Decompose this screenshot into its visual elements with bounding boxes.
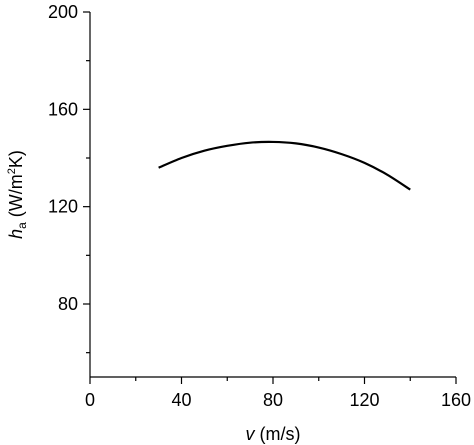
y-tick-label: 120 (48, 197, 78, 217)
axes (89, 12, 456, 378)
y-axis-label-symbol: h (6, 229, 26, 239)
y-tick-label: 200 (48, 2, 78, 22)
y-axis-label-unit-close: K) (6, 150, 26, 168)
x-tick-label: 160 (441, 390, 471, 410)
y-axis-label: ha (W/m2K) (6, 150, 29, 239)
y-tick-label: 80 (58, 294, 78, 314)
x-axis-label-unit: (m/s) (255, 424, 301, 444)
x-ticks: 0 40 80 120 160 (85, 377, 471, 410)
y-axis-label-subscript: a (15, 222, 29, 229)
x-axis-label: v (m/s) (246, 424, 301, 444)
y-axis-label-superscript: 2 (6, 168, 18, 174)
series-line (158, 140, 411, 191)
y-ticks: 80 120 160 200 (48, 2, 90, 354)
x-tick-label: 120 (349, 390, 379, 410)
x-tick-label: 40 (171, 390, 191, 410)
x-axis-label-symbol: v (246, 424, 256, 444)
x-tick-label: 0 (85, 390, 95, 410)
series-layer (158, 140, 411, 191)
x-tick-label: 80 (263, 390, 283, 410)
y-tick-label: 160 (48, 99, 78, 119)
y-axis-label-unit-open: (W/m (6, 174, 26, 222)
